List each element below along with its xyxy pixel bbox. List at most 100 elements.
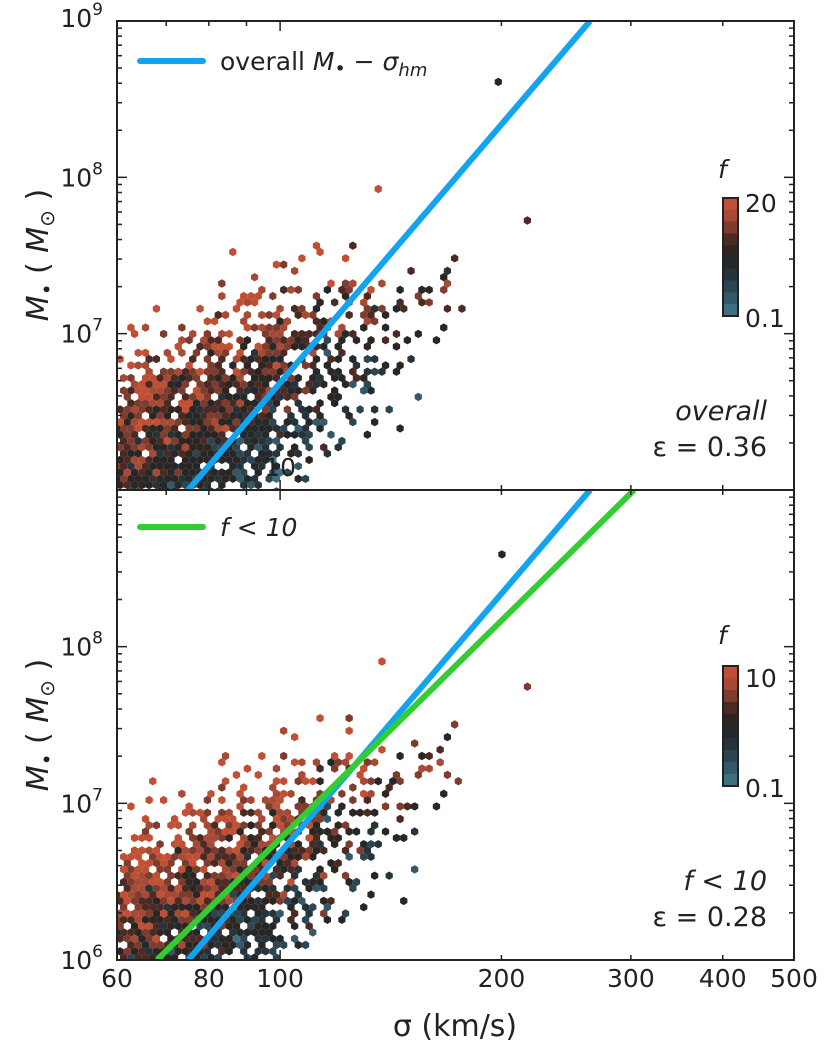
hexbin-cell bbox=[280, 814, 288, 824]
hexbin-cell bbox=[251, 323, 259, 332]
hexbin-cell bbox=[218, 455, 226, 465]
hexbin-cell bbox=[214, 424, 222, 433]
hexbin-cell bbox=[134, 865, 142, 874]
hexbin-cell bbox=[152, 821, 160, 830]
hexbin-cell bbox=[145, 430, 153, 439]
hexbin-cell bbox=[196, 405, 204, 414]
hexbin-cell bbox=[291, 443, 299, 452]
hexbin-cell bbox=[345, 827, 353, 836]
hexbin-cell bbox=[149, 386, 157, 395]
hexbin-cell bbox=[392, 833, 401, 843]
hexbin-cell bbox=[229, 890, 237, 899]
hexbin-cell bbox=[276, 354, 284, 364]
hexbin-cell bbox=[123, 858, 131, 868]
hexbin-cell bbox=[207, 890, 215, 899]
hexbin-cell bbox=[218, 405, 226, 414]
hexbin-cell bbox=[229, 928, 237, 937]
hexbin-cell bbox=[341, 380, 350, 389]
hexbin-cell bbox=[440, 285, 448, 294]
hexbin-cell bbox=[236, 449, 244, 458]
hexbin-cell bbox=[167, 455, 175, 465]
hexbin-cell bbox=[229, 361, 237, 370]
hexbin-cell bbox=[138, 909, 146, 918]
hexbin-cell bbox=[130, 455, 139, 465]
hexbin-cell bbox=[272, 399, 281, 408]
hexbin-cell bbox=[192, 411, 201, 420]
hexbin-cell bbox=[218, 846, 226, 855]
hexbin-cell bbox=[221, 386, 230, 395]
hexbin-cell bbox=[218, 342, 226, 351]
hexbin-cell bbox=[117, 921, 124, 931]
hexbin-cell bbox=[174, 884, 182, 893]
hexbin-cell bbox=[265, 474, 273, 483]
hexbin-cell bbox=[192, 449, 201, 458]
hexbin-cell bbox=[309, 903, 317, 912]
hexbin-cell bbox=[291, 858, 299, 868]
hexbin-cell bbox=[258, 462, 266, 471]
hexbin-cell bbox=[294, 424, 302, 433]
hexbin-cell bbox=[171, 462, 179, 471]
hexbin-cell bbox=[381, 789, 390, 798]
hexbin-cell bbox=[178, 386, 186, 395]
hexbin-cell bbox=[145, 455, 153, 465]
hexbin-cell bbox=[196, 367, 204, 376]
hexbin-cell bbox=[152, 455, 160, 465]
hexbin-cell bbox=[178, 865, 186, 874]
hexbin-cell bbox=[269, 342, 277, 351]
hexbin-cell bbox=[240, 858, 248, 868]
hexbin-cell bbox=[189, 884, 197, 893]
hexbin-cell bbox=[251, 928, 259, 937]
hexbin-cell bbox=[120, 953, 128, 960]
hexbin-cell bbox=[225, 821, 233, 830]
hexbin-cell bbox=[160, 392, 168, 402]
hexbin-cell bbox=[138, 947, 146, 956]
hexbin-cell bbox=[331, 386, 339, 395]
hexbin-cell bbox=[272, 915, 281, 924]
hexbin-cell bbox=[341, 846, 350, 855]
hexbin-cell bbox=[130, 417, 139, 427]
hexbin-cell bbox=[221, 348, 230, 357]
hexbin-cell bbox=[163, 462, 171, 471]
fit-line bbox=[185, 21, 593, 490]
hexbin-cell bbox=[120, 462, 128, 471]
hexbin-cell bbox=[414, 291, 422, 301]
hexbin-cell bbox=[272, 462, 281, 471]
hexbin-cell bbox=[189, 858, 197, 868]
hexbin-cell bbox=[298, 342, 306, 351]
hexbin-cell bbox=[269, 291, 277, 301]
hexbin-cell bbox=[236, 399, 244, 408]
hexbin-cell bbox=[261, 884, 270, 893]
hexbin-cell bbox=[141, 915, 150, 924]
hexbin-cell bbox=[171, 953, 179, 960]
hexbin-cell bbox=[218, 380, 226, 389]
hexbin-cell bbox=[345, 411, 353, 420]
hexbin-cell bbox=[341, 291, 350, 301]
hexbin-cell bbox=[229, 411, 237, 420]
hexbin-cell bbox=[174, 380, 182, 389]
top-legend-label: overall M• − σhm bbox=[220, 47, 427, 81]
hexbin-cell bbox=[243, 336, 251, 345]
hexbin-cell bbox=[331, 399, 339, 408]
hexbin-cell bbox=[134, 386, 142, 395]
hexbin-cell bbox=[185, 411, 193, 420]
hexbin-cell bbox=[156, 903, 164, 912]
hexbin-cell bbox=[261, 417, 270, 427]
hexbin-cell bbox=[269, 909, 277, 918]
hexbin-cell bbox=[458, 304, 466, 313]
hexbin-cell bbox=[305, 430, 313, 439]
hexbin-cell bbox=[232, 921, 241, 931]
hexbin-cell bbox=[218, 354, 226, 364]
hexbin-cell bbox=[120, 928, 128, 937]
bottom-x-tick-labels: 60 80 100 200 300 400 500 bbox=[101, 964, 818, 993]
hexbin-cell bbox=[367, 852, 375, 861]
hexbin-cell bbox=[229, 915, 237, 924]
hexbin-cell bbox=[145, 367, 153, 376]
hexbin-cell bbox=[178, 840, 186, 849]
hexbin-cell bbox=[149, 777, 157, 786]
hexbin-cell bbox=[240, 342, 248, 351]
hexbin-cell bbox=[203, 896, 211, 906]
hexbin-cell bbox=[265, 411, 273, 420]
hexbin-cell bbox=[443, 770, 451, 780]
x-tick-label: 100 bbox=[256, 964, 304, 993]
hexbin-cell bbox=[276, 896, 284, 906]
